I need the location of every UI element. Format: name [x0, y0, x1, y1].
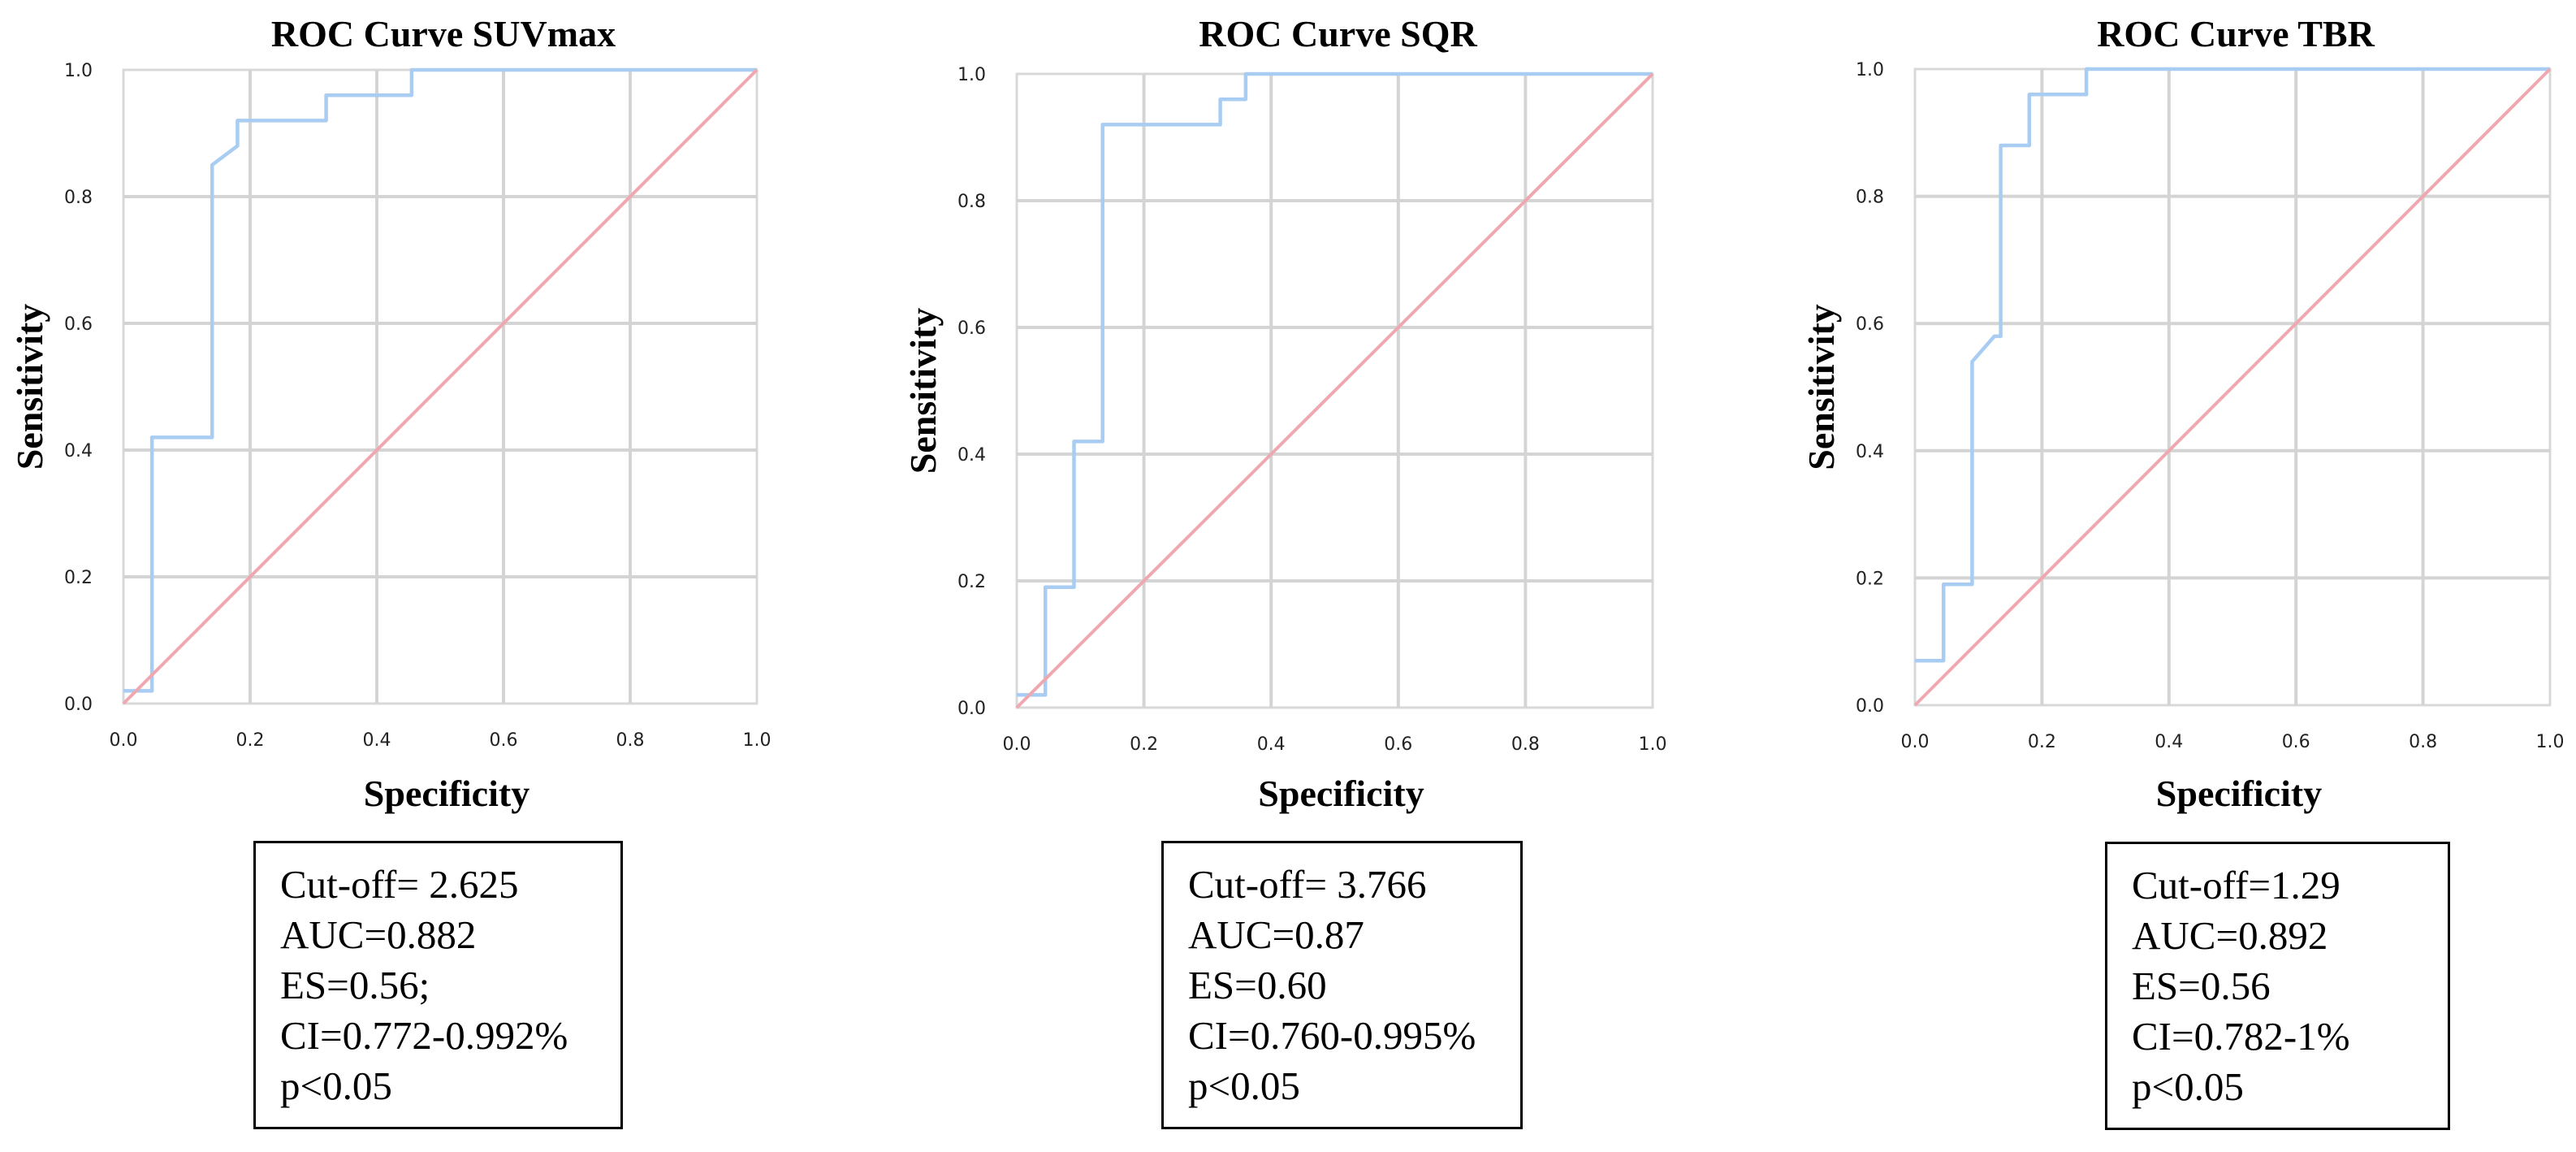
chart-1-stat-line: AUC=0.882 — [280, 912, 477, 957]
chart-1-x-tick-label: 0.8 — [616, 730, 645, 751]
chart-2-stat-line: CI=0.760-0.995% — [1188, 1013, 1476, 1058]
chart-2-x-tick-label: 0.4 — [1257, 734, 1286, 755]
chart-3-x-tick-label: 0.6 — [2282, 732, 2310, 752]
chart-1-stat-line: CI=0.772-0.992% — [280, 1013, 568, 1058]
chart-2-x-axis-label: Specificity — [1258, 773, 1424, 814]
chart-3-stat-line: Cut-off=1.29 — [2132, 863, 2340, 907]
chart-2-y-axis-label: Sensitivity — [902, 308, 944, 474]
chart-2-x-tick-label: 0.6 — [1384, 734, 1412, 755]
chart-1-y-tick-label: 0.8 — [64, 188, 93, 208]
chart-1-stat-line: ES=0.56; — [280, 963, 430, 1007]
chart-1-x-tick-label: 1.0 — [743, 730, 772, 751]
chart-2-y-tick-label: 0.8 — [957, 192, 986, 212]
chart-1-x-tick-label: 0.2 — [236, 730, 265, 751]
chart-2-y-tick-label: 0.0 — [957, 699, 986, 719]
chart-3-y-axis-label: Sensitivity — [1800, 304, 1842, 470]
chart-2: 0.0 0.2 0.4 0.6 0.8 1.0 0.0 0.2 0.4 0.6 0.8 1.0 ROC … — [902, 13, 1667, 814]
chart-1-stat-line: Cut-off= 2.625 — [280, 862, 519, 907]
chart-2-stat-line: p<0.05 — [1188, 1063, 1300, 1108]
chart-2-x-tick-label: 0.8 — [1511, 734, 1540, 755]
chart-2-y-tick-label: 0.2 — [957, 572, 986, 592]
chart-3-x-tick-label: 1.0 — [2536, 732, 2565, 752]
chart-2-x-tick-label: 1.0 — [1639, 734, 1667, 755]
chart-2-stat-line: AUC=0.87 — [1188, 912, 1364, 957]
chart-3-stat-line: ES=0.56 — [2132, 964, 2271, 1008]
chart-2-x-tick-label: 0.2 — [1130, 734, 1158, 755]
chart-1: 0.0 0.2 0.4 0.6 0.8 1.0 0.0 0.2 0.4 0.6 0.8 1.0 ROC … — [9, 13, 772, 814]
chart-1-stats-box: Cut-off= 2.625 AUC=0.882 ES=0.56; CI=0.772-… — [253, 841, 623, 1129]
chart-3: 0.0 0.2 0.4 0.6 0.8 1.0 0.0 0.2 0.4 0.6 0.8 1.0 ROC … — [1800, 13, 2565, 814]
chart-3-title: ROC Curve TBR — [2097, 13, 2375, 54]
chart-2-y-tick-label: 0.4 — [957, 445, 986, 466]
chart-3-y-tick-label: 0.6 — [1856, 314, 1884, 335]
chart-2-reference-line — [1015, 72, 1654, 709]
chart-3-y-tick-label: 0.2 — [1856, 569, 1884, 589]
chart-1-y-tick-label: 0.0 — [64, 695, 93, 715]
chart-1-x-tick-label: 0.0 — [110, 730, 138, 751]
chart-2-x-tick-label: 0.0 — [1003, 734, 1031, 755]
chart-1-y-tick-label: 0.2 — [64, 568, 93, 588]
chart-3-x-tick-label: 0.8 — [2409, 732, 2437, 752]
chart-2-roc-curve — [1017, 71, 1653, 697]
chart-3-x-tick-label: 0.2 — [2028, 732, 2056, 752]
chart-1-y-tick-label: 0.4 — [64, 441, 93, 461]
chart-2-y-tick-label: 1.0 — [957, 65, 986, 85]
chart-3-reference-line — [1913, 67, 2552, 707]
chart-2-stat-line: ES=0.60 — [1188, 963, 1327, 1007]
chart-1-stat-line: p<0.05 — [280, 1063, 392, 1108]
chart-1-x-tick-label: 0.4 — [363, 730, 391, 751]
chart-1-title: ROC Curve SUVmax — [271, 13, 616, 54]
chart-1-x-tick-label: 0.6 — [490, 730, 518, 751]
chart-3-stat-line: p<0.05 — [2132, 1064, 2244, 1109]
chart-1-roc-curve — [123, 67, 757, 693]
chart-3-x-axis-label: Specificity — [2156, 773, 2322, 814]
chart-2-y-tick-label: 0.6 — [957, 318, 986, 339]
chart-1-x-axis-label: Specificity — [364, 773, 529, 814]
chart-2-stat-line: Cut-off= 3.766 — [1188, 862, 1427, 907]
chart-3-stat-line: CI=0.782-1% — [2132, 1014, 2350, 1059]
chart-1-y-tick-label: 1.0 — [64, 61, 93, 81]
chart-3-x-tick-label: 0.4 — [2155, 732, 2183, 752]
chart-3-stats-box: Cut-off=1.29 AUC=0.892 ES=0.56 CI=0.782-1% p… — [2105, 842, 2450, 1130]
chart-1-y-tick-label: 0.6 — [64, 314, 93, 335]
chart-2-title: ROC Curve SQR — [1199, 13, 1477, 54]
chart-1-reference-line — [122, 68, 759, 705]
chart-1-y-axis-label: Sensitivity — [9, 304, 50, 470]
chart-3-roc-curve — [1915, 67, 2550, 663]
chart-2-stats-box: Cut-off= 3.766 AUC=0.87 ES=0.60 CI=0.760-0.… — [1161, 841, 1523, 1129]
chart-3-y-tick-label: 1.0 — [1856, 60, 1884, 80]
chart-3-y-tick-label: 0.8 — [1856, 188, 1884, 208]
chart-3-y-tick-label: 0.4 — [1856, 442, 1884, 462]
chart-3-x-tick-label: 0.0 — [1901, 732, 1930, 752]
chart-3-y-tick-label: 0.0 — [1856, 696, 1884, 717]
chart-3-stat-line: AUC=0.892 — [2132, 913, 2328, 958]
